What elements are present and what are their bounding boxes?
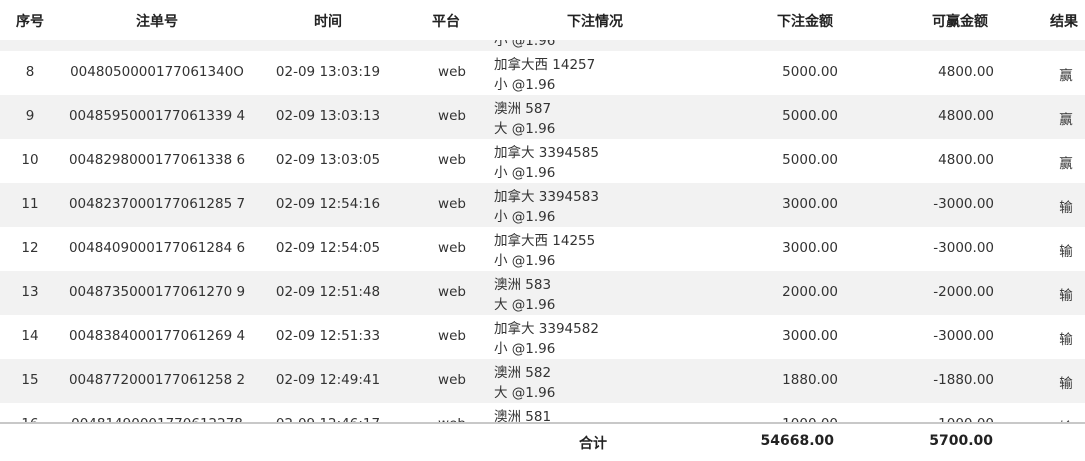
result: 输 (1059, 200, 1073, 216)
table-row: 10 0048298000177061338 6 02-09 13:03:05 … (0, 139, 1085, 183)
bet-amount: 5000.00 (782, 108, 838, 124)
win-amount: -2000.00 (933, 284, 994, 300)
row-index: 13 (21, 284, 39, 300)
result: 赢 (1059, 68, 1073, 84)
bet-time: 02-09 13:03:13 (275, 108, 381, 124)
result: 赢 (1059, 156, 1073, 172)
platform: web (438, 284, 466, 300)
order-no: 0048409000177061284 6 (68, 240, 246, 256)
bet-time: 02-09 12:51:33 (275, 328, 381, 344)
platform: web (438, 240, 466, 256)
order-no: 0048298000177061338 6 (68, 152, 246, 168)
bet-detail: 加拿大西 14257 小 @1.96 (494, 57, 596, 93)
row-index: 14 (21, 328, 39, 344)
win-amount: -3000.00 (933, 196, 994, 212)
bet-detail: 澳洲 587 大 @1.96 (494, 101, 556, 137)
result: 输 (1059, 332, 1073, 348)
win-amount: 4800.00 (938, 64, 994, 80)
header-result: 结果 (1050, 14, 1078, 30)
table-row: 12 0048409000177061284 6 02-09 12:54:05 … (0, 227, 1085, 271)
bet-amount: 5000.00 (782, 64, 838, 80)
bet-time: 02-09 12:49:41 (275, 372, 381, 388)
bet-time: 02-09 12:54:16 (275, 196, 381, 212)
win-amount: -1880.00 (933, 372, 994, 388)
table-footer: 合计 54668.00 5700.00 (0, 422, 1085, 461)
result: 输 (1059, 244, 1073, 260)
bet-amount: 3000.00 (782, 240, 838, 256)
win-amount: 4800.00 (938, 152, 994, 168)
platform: web (438, 416, 466, 423)
result: 输 (1059, 288, 1073, 304)
bet-detail: 澳洲 583 大 @1.96 (494, 277, 556, 313)
order-no: 0048237000177061285 7 (68, 196, 246, 212)
result: 赢 (1059, 112, 1073, 128)
bet-time: 02-09 12:51:48 (275, 284, 381, 300)
row-index: 11 (21, 196, 39, 212)
platform: web (438, 196, 466, 212)
total-label: 合计 (579, 436, 607, 452)
bet-time: 02-09 12:54:05 (275, 240, 381, 256)
header-bet-detail: 下注情况 (567, 14, 623, 30)
table-body[interactable]: 小 @1.96 8 0048050000177061340O 02-09 13:… (0, 40, 1085, 423)
result: 输 (1059, 376, 1073, 392)
bet-time: 02-09 13:03:05 (275, 152, 381, 168)
table-row: 16 00481490001770612278 02-09 12:46:17 w… (0, 403, 1085, 423)
order-no: 0048735000177061270 9 (68, 284, 246, 300)
header-win-amount: 可赢金额 (932, 14, 988, 30)
row-index: 15 (21, 372, 39, 388)
win-amount: -3000.00 (933, 240, 994, 256)
bet-detail: 澳洲 581 (494, 409, 552, 423)
bet-detail: 加拿大 3394582 小 @1.96 (494, 321, 599, 357)
win-total: 5700.00 (929, 433, 993, 449)
order-no: 0048050000177061340O (70, 64, 244, 80)
bet-detail: 加拿大 3394585 小 @1.96 (494, 145, 599, 181)
bet-amount: 1880.00 (782, 372, 838, 388)
bet-total: 54668.00 (760, 433, 834, 449)
order-no: 0048384000177061269 4 (68, 328, 246, 344)
win-amount: 4800.00 (938, 108, 994, 124)
row-index: 16 (21, 416, 38, 423)
table-row: 小 @1.96 (0, 40, 1085, 51)
table-row: 15 0048772000177061258 2 02-09 12:49:41 … (0, 359, 1085, 403)
bet-time: 02-09 13:03:19 (275, 64, 381, 80)
bet-detail: 加拿大 3394583 小 @1.96 (494, 189, 599, 225)
table-row: 14 0048384000177061269 4 02-09 12:51:33 … (0, 315, 1085, 359)
order-no: 0048595000177061339 4 (68, 108, 246, 124)
header-index: 序号 (16, 14, 44, 30)
row-index: 9 (25, 108, 35, 124)
platform: web (438, 152, 466, 168)
bet-detail: 小 @1.96 (494, 40, 556, 49)
header-platform: 平台 (432, 14, 460, 30)
bet-amount: 2000.00 (782, 284, 838, 300)
order-no: 00481490001770612278 (71, 416, 243, 423)
bet-detail: 加拿大西 14255 小 @1.96 (494, 233, 596, 269)
platform: web (438, 372, 466, 388)
table-row: 11 0048237000177061285 7 02-09 12:54:16 … (0, 183, 1085, 227)
bet-amount: 5000.00 (782, 152, 838, 168)
header-time: 时间 (314, 14, 342, 30)
platform: web (438, 328, 466, 344)
order-no: 0048772000177061258 2 (68, 372, 246, 388)
bet-time: 02-09 12:46:17 (276, 416, 380, 423)
table-row: 8 0048050000177061340O 02-09 13:03:19 we… (0, 51, 1085, 95)
table-header: 序号 注单号 时间 平台 下注情况 下注金额 可赢金额 结果 (0, 0, 1085, 40)
win-amount: -3000.00 (933, 328, 994, 344)
header-order-no: 注单号 (136, 14, 178, 30)
bet-detail: 澳洲 582 大 @1.96 (494, 365, 556, 401)
row-index: 10 (21, 152, 39, 168)
header-bet-amount: 下注金额 (777, 14, 833, 30)
table-row: 13 0048735000177061270 9 02-09 12:51:48 … (0, 271, 1085, 315)
result: 输 (1059, 416, 1073, 423)
platform: web (438, 108, 466, 124)
bet-amount: 3000.00 (782, 328, 838, 344)
bet-amount: 3000.00 (782, 196, 838, 212)
platform: web (438, 64, 466, 80)
table-row: 9 0048595000177061339 4 02-09 13:03:13 w… (0, 95, 1085, 139)
row-index: 8 (25, 64, 35, 80)
row-index: 12 (21, 240, 39, 256)
